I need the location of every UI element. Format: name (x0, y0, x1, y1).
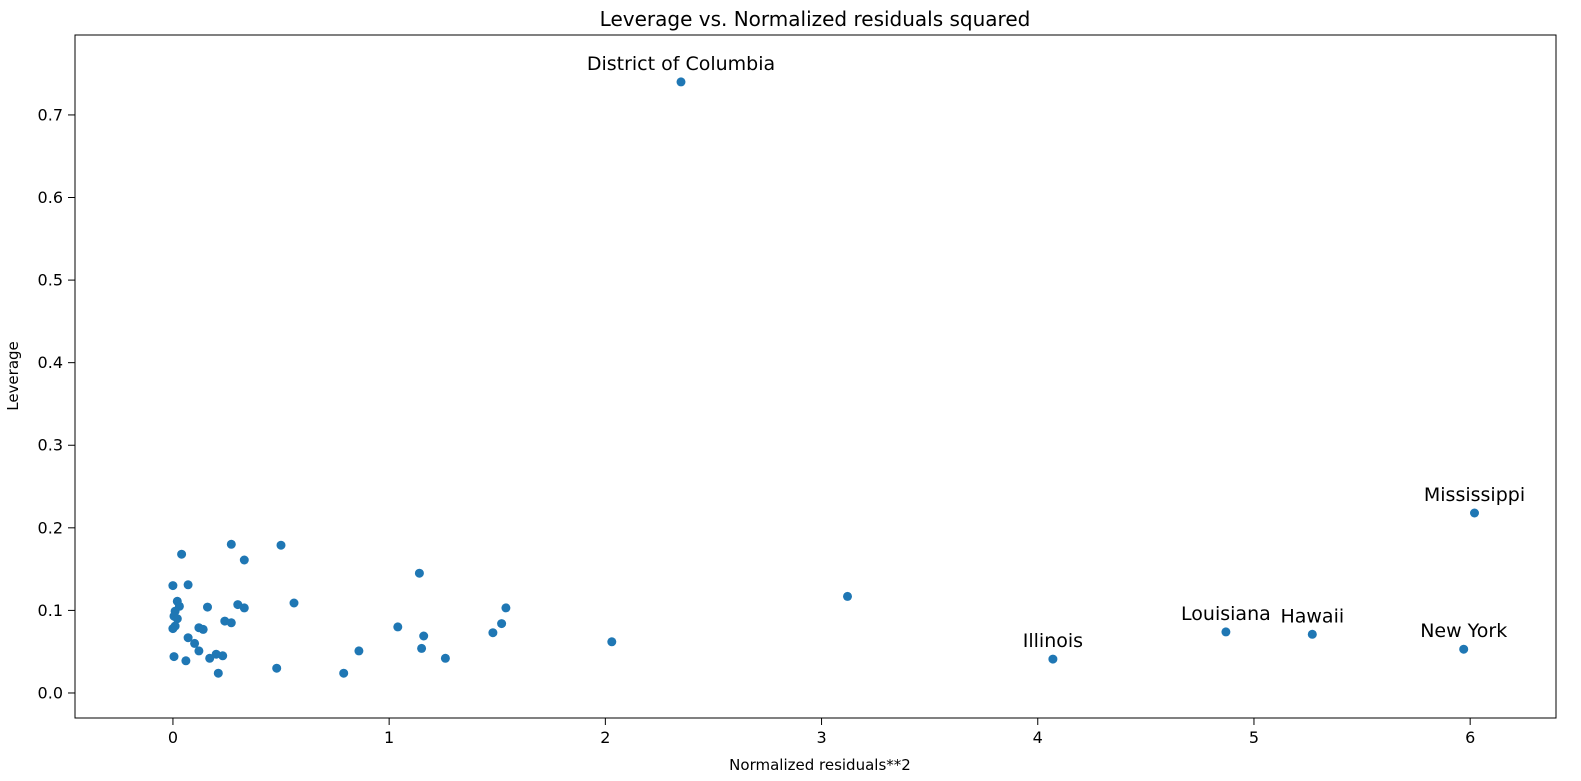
scatter-point (198, 624, 208, 634)
scatter-point (501, 603, 511, 613)
scatter-point (168, 581, 178, 591)
y-tick-label: 0.5 (38, 271, 63, 290)
y-tick-label: 0.4 (38, 353, 63, 372)
scatter-point (393, 622, 403, 632)
scatter-point (168, 624, 178, 634)
scatter-point (211, 649, 221, 659)
y-tick-label: 0.7 (38, 105, 63, 124)
scatter-point (1221, 627, 1231, 637)
x-tick-label: 2 (600, 728, 610, 747)
point-annotation: Hawaii (1280, 605, 1344, 627)
x-tick-label: 5 (1249, 728, 1259, 747)
point-annotation: New York (1420, 620, 1507, 642)
scatter-point (417, 643, 427, 653)
scatter-point (194, 646, 204, 656)
scatter-point (276, 540, 286, 550)
x-axis-label: Normalized residuals**2 (729, 756, 911, 774)
scatter-point (169, 652, 179, 662)
scatter-point (190, 638, 200, 648)
points-layer (168, 77, 1479, 678)
y-tick-label: 0.1 (38, 601, 63, 620)
point-annotation: Mississippi (1424, 484, 1525, 506)
y-axis-label: Leverage (4, 341, 22, 411)
ticks-layer: 0 1 2 3 4 5 6 0.0 0.1 0.2 0.3 0.4 0.5 0.6 0.7 (38, 105, 1476, 747)
scatter-point (676, 77, 686, 87)
scatter-point (239, 603, 249, 613)
scatter-point (488, 628, 498, 638)
scatter-point (172, 614, 182, 624)
chart-title: Leverage vs. Normalized residuals square… (600, 7, 1031, 31)
scatter-point (226, 618, 236, 628)
scatter-point (239, 555, 249, 565)
scatter-point (213, 668, 223, 678)
scatter-point (843, 591, 852, 601)
x-tick-label: 6 (1465, 728, 1475, 747)
scatter-point (419, 631, 429, 641)
scatter-point (339, 668, 349, 678)
y-tick-label: 0.3 (38, 436, 63, 455)
scatter-point (354, 646, 364, 656)
point-annotation: District of Columbia (587, 53, 775, 75)
point-annotation: Illinois (1023, 630, 1083, 652)
scatter-point (1307, 629, 1317, 639)
y-tick-label: 0.6 (38, 188, 63, 207)
axes-frame (74, 34, 1557, 719)
scatter-point (607, 637, 617, 647)
scatter-point (183, 633, 193, 643)
scatter-point (414, 568, 424, 578)
scatter-point (497, 619, 507, 629)
scatter-point (289, 598, 299, 608)
scatter-point (272, 663, 282, 673)
scatter-point (226, 539, 236, 549)
scatter-point (205, 653, 215, 663)
scatter-point (1048, 654, 1058, 664)
scatter-point (181, 656, 191, 666)
x-tick-label: 4 (1033, 728, 1043, 747)
scatter-point (203, 602, 212, 612)
scatter-point (440, 653, 450, 663)
x-tick-label: 1 (384, 728, 394, 747)
scatter-point (1470, 508, 1479, 518)
y-tick-label: 0.2 (38, 518, 63, 537)
x-tick-label: 3 (816, 728, 826, 747)
point-annotation: Louisiana (1181, 603, 1271, 625)
scatter-point (177, 549, 187, 559)
x-tick-label: 0 (168, 728, 178, 747)
scatter-point (183, 580, 193, 590)
y-tick-label: 0.0 (38, 683, 63, 702)
annotations-layer: District of Columbia Mississippi New York H… (587, 53, 1525, 652)
scatter-point (1459, 644, 1469, 654)
